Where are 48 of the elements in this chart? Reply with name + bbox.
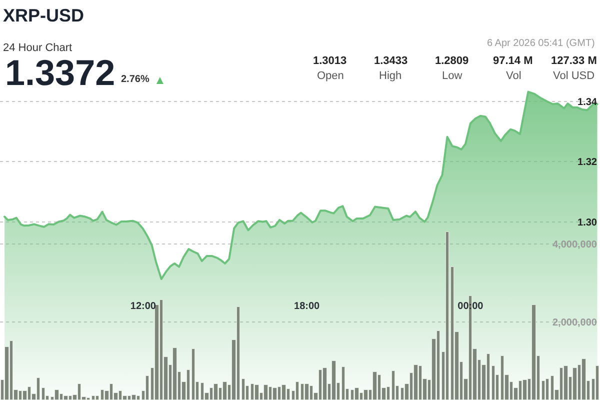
bar — [214, 384, 218, 400]
bar — [414, 364, 418, 400]
bar — [332, 360, 336, 400]
bar — [596, 366, 599, 400]
annotation: 1.3433 — [374, 55, 408, 67]
chart-title: XRP-USD — [3, 6, 84, 26]
annotation: 127.33 M — [551, 55, 597, 67]
bar — [282, 384, 286, 400]
annotation: 2.76% — [121, 74, 150, 85]
bar — [304, 384, 309, 400]
y2-tick-label: 2,000,000 — [552, 318, 598, 329]
annotation: High — [379, 70, 402, 82]
bar — [582, 358, 586, 400]
annotation: 1.3372 — [5, 52, 116, 93]
text: 24 Hour Chart — [3, 42, 72, 54]
annotation: ▲ — [154, 73, 166, 87]
annotation: 1.2809 — [435, 55, 469, 67]
bar — [22, 390, 27, 400]
bar — [254, 384, 259, 400]
bar — [364, 390, 368, 400]
annotation: Open — [317, 70, 344, 82]
bar — [322, 368, 327, 400]
annotation: 1.3013 — [313, 55, 347, 67]
x-tick-label: 00:00 — [458, 301, 484, 312]
bar — [132, 394, 136, 400]
bar — [264, 384, 268, 400]
bar — [532, 304, 536, 400]
x-tick-label: 18:00 — [294, 301, 320, 312]
bar — [172, 348, 177, 400]
y-tick-label: 1.34 — [578, 97, 598, 108]
bar — [572, 368, 577, 400]
y-tick-label: 1.30 — [578, 217, 598, 228]
bar — [522, 380, 527, 400]
annotation: 6 Apr 2026 05:41 (GMT) — [487, 38, 595, 49]
bar — [564, 366, 568, 400]
bar — [372, 372, 377, 400]
annotation: Low — [442, 70, 462, 82]
bar — [272, 388, 277, 400]
bar — [54, 390, 59, 400]
y-tick-label: 1.32 — [578, 157, 598, 168]
x-tick-label: 12:00 — [130, 301, 156, 312]
annotation: 97.14 M — [493, 55, 533, 67]
annotation: Vol USD — [553, 70, 595, 82]
bar — [354, 388, 359, 400]
y2-tick-label: 4,000,000 — [552, 240, 598, 251]
bar — [222, 382, 227, 400]
bar — [64, 396, 68, 400]
annotation: Vol — [506, 70, 522, 82]
